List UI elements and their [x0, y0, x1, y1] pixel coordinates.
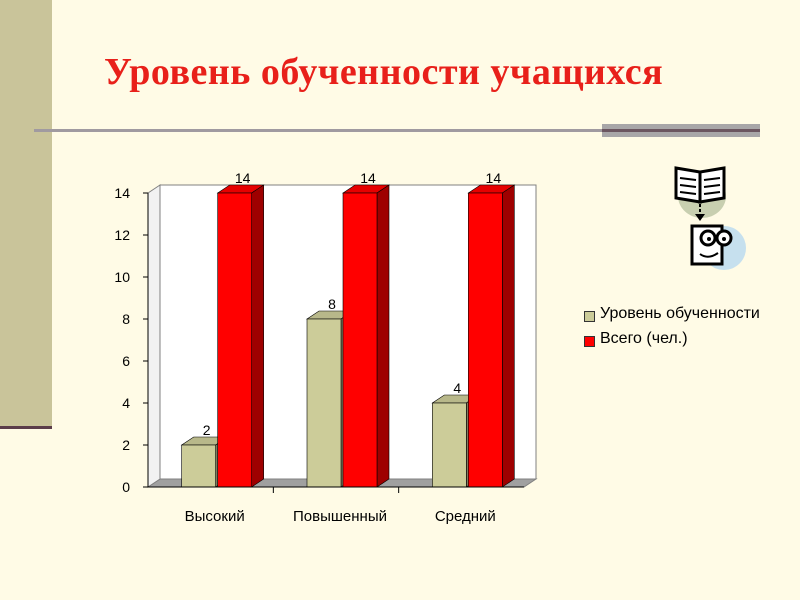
slide-title: Уровень обученности учащихся: [104, 51, 664, 93]
bar-level: [432, 402, 467, 488]
data-label: 14: [360, 170, 376, 186]
data-label: 14: [486, 170, 502, 186]
y-tick-label: 2: [122, 437, 130, 453]
category-label: Средний: [435, 508, 496, 525]
y-tick-label: 14: [114, 185, 130, 201]
legend-item-total: Всего (чел.): [584, 329, 760, 348]
face-with-glasses-icon: [690, 224, 746, 270]
left-decor-line: [0, 426, 52, 429]
y-tick-label: 0: [122, 479, 130, 495]
legend-item-level: Уровень обученности: [584, 304, 760, 323]
chart-side-wall: [147, 184, 161, 488]
bar-total: [468, 192, 503, 488]
bar-side: [251, 184, 264, 488]
data-label: 14: [235, 170, 251, 186]
title-divider-accent: [602, 124, 760, 137]
bar-level: [306, 318, 342, 488]
legend-label-level: Уровень обученности: [600, 305, 760, 322]
y-tick-label: 12: [114, 227, 130, 243]
data-label: 8: [328, 296, 336, 312]
legend-swatch-level: [584, 311, 595, 322]
y-tick-label: 10: [114, 269, 130, 285]
y-tick-label: 8: [122, 311, 130, 327]
bar-side: [376, 184, 390, 488]
chart-legend: Уровень обученности Всего (чел.): [584, 304, 760, 354]
title-divider: [34, 129, 760, 132]
legend-label-total: Всего (чел.): [600, 330, 688, 347]
bar-total: [342, 192, 378, 488]
data-label: 4: [453, 380, 461, 396]
open-book-icon: [674, 166, 726, 221]
y-tick-label: 4: [122, 395, 130, 411]
bar-total: [217, 192, 252, 488]
data-label: 2: [203, 422, 211, 438]
y-tick-label: 6: [122, 353, 130, 369]
category-label: Высокий: [185, 508, 245, 525]
bar-level: [181, 444, 216, 488]
legend-swatch-total: [584, 336, 595, 347]
bar-side: [502, 184, 515, 488]
category-label: Повышенный: [293, 508, 387, 525]
left-decor-band: [0, 0, 52, 426]
